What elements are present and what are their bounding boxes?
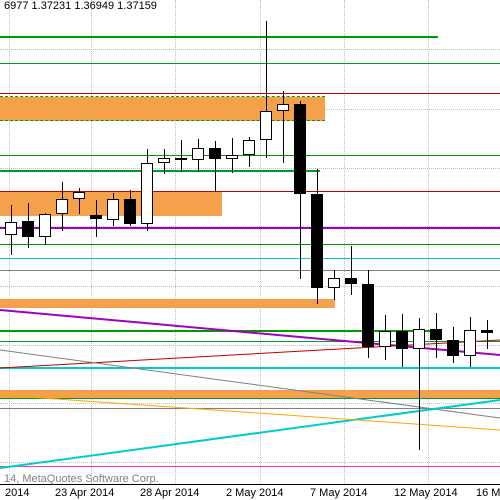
- ohlc-readout: 6977 1.37231 1.36949 1.37159: [4, 0, 157, 12]
- x-axis-label: 7 May 2014: [310, 487, 367, 499]
- x-axis-label: 23 Apr 2014: [55, 487, 114, 499]
- x-axis-label: 12 May 2014: [394, 487, 458, 499]
- candlestick-chart[interactable]: 6977 1.37231 1.36949 1.37159 14, MetaQuo…: [0, 0, 500, 500]
- x-axis-label: 16 May 201: [476, 487, 500, 499]
- trendline-layer: [0, 0, 500, 500]
- copyright-text: 14, MetaQuotes Software Corp.: [4, 473, 159, 485]
- x-axis-label: 2 May 2014: [226, 487, 283, 499]
- x-axis: 2014 23 Apr 2014 28 Apr 2014 2 May 2014 7 Ma…: [0, 484, 500, 500]
- x-axis-label: 2014: [5, 487, 29, 499]
- x-axis-label: 28 Apr 2014: [140, 487, 199, 499]
